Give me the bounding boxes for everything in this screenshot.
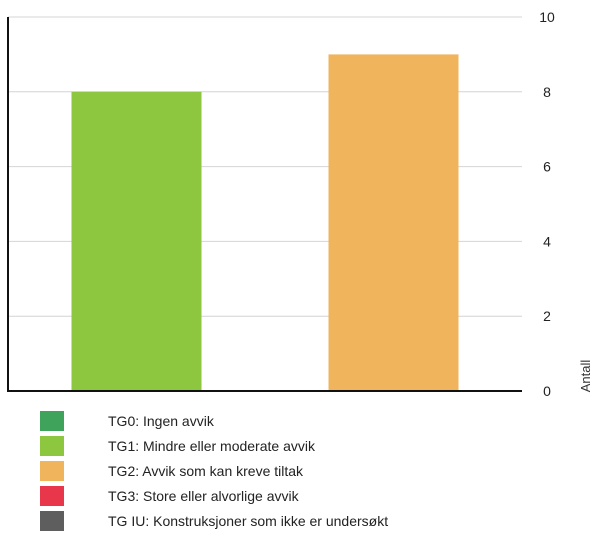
legend-swatch [40,435,64,456]
bars [71,54,459,392]
legend-item: TG2: Avvik som kan kreve tiltak [40,458,388,483]
y-tick-label: 0 [543,383,551,399]
legend-item: TG3: Store eller alvorlige avvik [40,483,388,508]
legend-label: TG1: Mindre eller moderate avvik [108,437,315,454]
legend-swatch [40,410,64,431]
legend: TG0: Ingen avvik TG1: Mindre eller modera… [40,408,388,533]
legend-label: TG3: Store eller alvorlige avvik [108,487,299,504]
legend-item: TG0: Ingen avvik [40,408,388,433]
legend-swatch [40,510,64,531]
y-tick-label: 8 [543,84,551,100]
y-tick-label: 10 [539,9,555,25]
y-tick-label: 2 [543,308,551,324]
y-tick-label: 4 [543,233,551,249]
bar [328,54,459,392]
y-tick-label: 6 [543,159,551,175]
legend-item: TG1: Mindre eller moderate avvik [40,433,388,458]
legend-label: TG IU: Konstruksjoner som ikke er unders… [108,512,389,529]
y-tick-labels: 0 2 4 6 8 10 [539,9,555,399]
y-axis-label: Antall [578,360,593,393]
legend-label: TG0: Ingen avvik [108,412,214,429]
legend-swatch [40,485,64,506]
legend-swatch [40,460,64,481]
axes [7,17,522,392]
bar [71,91,202,392]
legend-item: TG IU: Konstruksjoner som ikke er unders… [40,508,388,533]
bar-chart: 0 2 4 6 8 10 Antall [7,9,593,399]
legend-label: TG2: Avvik som kan kreve tiltak [108,462,304,479]
